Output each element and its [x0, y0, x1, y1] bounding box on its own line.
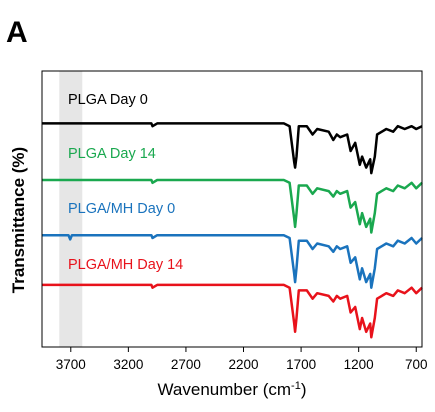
x-tick-label: 3700	[56, 357, 86, 372]
y-axis-label: Transmittance (%)	[9, 147, 28, 293]
x-tick-label: 3200	[113, 357, 143, 372]
plot-frame	[41, 70, 423, 348]
series-line-3	[42, 233, 423, 289]
series-line-2	[42, 178, 423, 234]
x-tick-label: 2200	[228, 357, 258, 372]
series-label-1: PLGA Day 0	[68, 92, 148, 108]
series-labels: PLGA Day 0 PLGA Day 14 PLGA/MH Day 0 PLGA/M…	[68, 92, 183, 273]
panel-letter: A	[6, 16, 28, 49]
x-tick-label: 1700	[286, 357, 316, 372]
x-axis-label: Wavenumber (cm-1)	[158, 380, 307, 399]
series-curves	[42, 122, 423, 339]
series-line-1	[42, 122, 423, 175]
series-line-4	[42, 283, 423, 339]
x-tick-label: 1200	[344, 357, 374, 372]
x-tick-label: 2700	[171, 357, 201, 372]
series-label-4: PLGA/MH Day 14	[68, 257, 183, 273]
highlight-band	[59, 71, 83, 347]
series-label-2: PLGA Day 14	[68, 146, 156, 162]
series-label-3: PLGA/MH Day 0	[68, 201, 175, 217]
x-ticks: 3700 3200 2700 2200 1700 1200 700	[56, 347, 428, 372]
x-tick-label: 700	[405, 357, 428, 372]
